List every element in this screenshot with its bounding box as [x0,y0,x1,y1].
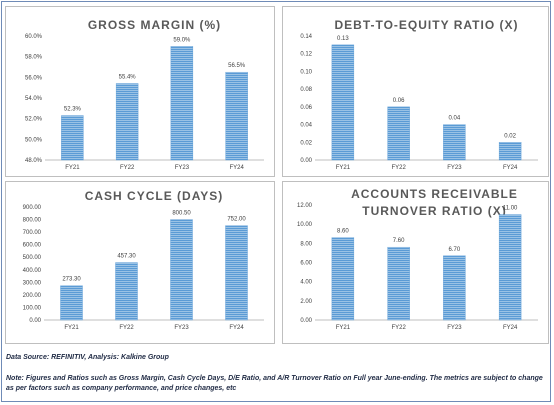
y-tick-label: 300.00 [23,280,42,286]
data-source-text: Data Source: REFINITIV, Analysis: Kalkin… [6,354,169,361]
y-tick-label: 10.00 [297,222,313,228]
data-label-fy24: 56.5% [228,63,246,69]
y-tick-label: 200.00 [23,293,42,299]
y-tick-label: 60.0% [25,34,43,40]
bar-fy23 [443,255,466,321]
bar-fy21 [331,237,355,321]
debt-to-equity-chart: DEBT-TO-EQUITY RATIO (X) 0.00 0.02 0.04 0.06… [300,18,538,171]
x-tick-label: FY21 [336,325,351,331]
bar-fy24 [225,71,248,161]
x-tick-label: FY24 [229,165,244,171]
y-tick-label: 6.00 [300,261,312,267]
bar-fy21 [331,44,355,161]
x-tick-label: FY23 [447,325,462,331]
y-tick-label: 50.0% [25,137,43,143]
y-tick-label: 800.00 [23,218,42,224]
debt-to-equity-panel: DEBT-TO-EQUITY RATIO (X) 0.00 0.02 0.04 0.06… [282,6,549,177]
data-label-fy21: 273.30 [62,277,81,283]
x-tick-label: FY22 [391,325,406,331]
bar-fy22 [387,246,410,321]
y-tick-label: 48.0% [25,158,43,164]
y-tick-label: 400.00 [23,268,42,274]
bar-fy24 [225,225,248,321]
data-label-fy23: 0.04 [449,116,461,122]
ar-turnover-panel: ACCOUNTS RECEIVABLE TURNOVER RATIO (X) 0.0… [282,181,549,344]
y-tick-label: 0.06 [300,105,312,111]
bar-fy24 [498,214,522,321]
y-tick-label: 0.10 [300,69,312,75]
x-tick-label: FY22 [120,165,135,171]
data-label-fy23: 800.50 [172,210,191,216]
bar-fy24 [498,142,522,161]
y-tick-label: 8.00 [300,241,312,247]
x-tick-label: FY24 [503,325,518,331]
y-tick-label: 58.0% [25,55,43,61]
bar-fy22 [115,83,139,161]
x-tick-label: FY22 [119,325,134,331]
y-tick-label: 12.00 [297,203,313,209]
y-tick-label: 0.00 [300,318,312,324]
chart-title: ACCOUNTS RECEIVABLE [351,187,518,201]
data-label-fy22: 55.4% [119,75,137,81]
gross-margin-chart: GROSS MARGIN (%) 48.0% 50.0% 52.0% 54.0% 56.0… [25,18,264,171]
note-text: Note: Figures and Ratios such as Gross M… [6,375,543,392]
data-label-fy22: 457.30 [117,254,136,260]
chart-title-line-2: TURNOVER RATIO (X) [362,204,506,218]
data-label-fy24: 752.00 [227,217,246,223]
data-label-fy22: 0.06 [393,98,405,104]
chart-title: DEBT-TO-EQUITY RATIO (X) [334,18,518,32]
bar-fy21 [61,115,84,161]
bar-fy23 [170,219,193,321]
y-tick-label: 0.02 [300,140,312,146]
data-label-fy21: 0.13 [337,36,349,42]
bar-fy23 [170,46,194,161]
y-tick-label: 600.00 [23,243,42,249]
data-label-fy22: 7.60 [393,238,405,244]
y-tick-label: 0.00 [300,158,312,164]
data-label-fy24: 11.00 [503,206,518,212]
data-label-fy21: 52.3% [64,107,82,113]
x-tick-label: FY23 [447,165,462,171]
data-label-fy23: 6.70 [449,247,461,253]
chart-title: GROSS MARGIN (%) [88,18,221,32]
y-tick-label: 56.0% [25,75,43,81]
bar-fy22 [115,262,138,321]
gross-margin-panel: GROSS MARGIN (%) 48.0% 50.0% 52.0% 54.0% 56.0… [5,6,275,177]
bar-fy22 [387,106,410,161]
data-label-fy21: 8.60 [337,229,349,235]
y-tick-label: 0.08 [300,87,312,93]
bar-fy23 [443,124,466,161]
y-tick-label: 0.12 [300,52,312,58]
x-tick-label: FY21 [65,165,80,171]
y-tick-label: 0.14 [300,34,312,40]
x-tick-label: FY23 [175,165,190,171]
y-tick-label: 54.0% [25,96,43,102]
y-tick-label: 700.00 [23,230,42,236]
y-tick-label: 2.00 [300,299,312,305]
chart-title: CASH CYCLE (DAYS) [85,189,224,203]
bar-fy21 [60,285,83,321]
x-tick-label: FY24 [229,325,244,331]
y-tick-label: 900.00 [23,205,42,211]
x-tick-label: FY23 [174,325,189,331]
y-tick-label: 500.00 [23,255,42,261]
x-tick-label: FY21 [336,165,351,171]
cash-cycle-chart: CASH CYCLE (DAYS) 0.00 100.00 200.00 300.00 4… [23,189,264,331]
y-tick-label: 0.00 [29,318,41,324]
data-label-fy23: 59.0% [173,37,191,43]
y-tick-label: 100.00 [23,305,42,311]
x-tick-label: FY21 [64,325,79,331]
data-label-fy24: 0.02 [504,133,516,139]
y-tick-label: 52.0% [25,117,43,123]
y-tick-label: 4.00 [300,280,312,286]
cash-cycle-panel: CASH CYCLE (DAYS) 0.00 100.00 200.00 300.00 4… [5,181,275,344]
x-tick-label: FY22 [391,165,406,171]
y-tick-label: 0.04 [300,123,312,129]
x-tick-label: FY24 [503,165,518,171]
ar-turnover-chart: ACCOUNTS RECEIVABLE TURNOVER RATIO (X) 0.0… [297,187,538,331]
